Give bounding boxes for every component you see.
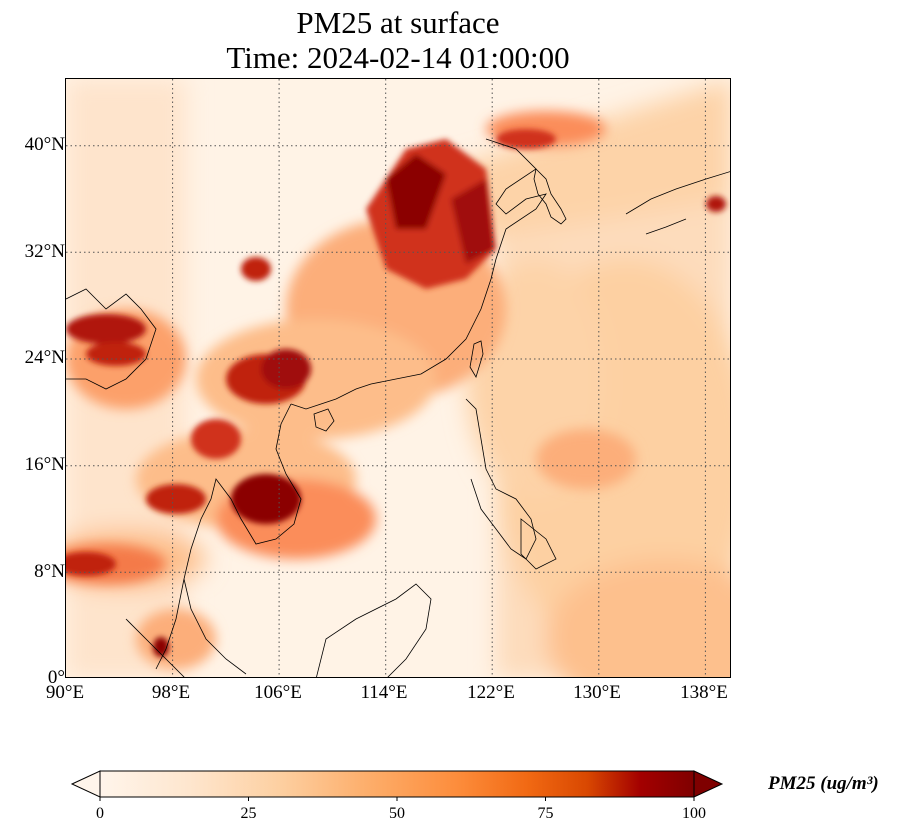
- colorbar-tick-75: 75: [537, 805, 554, 822]
- map-title-line1: PM25 at surface: [296, 5, 500, 40]
- colorbar-gradient: [99, 770, 695, 798]
- colorbar-ticks: [99, 797, 695, 801]
- colorbar-high-extend: [693, 770, 724, 798]
- colorbar-tick-50: 50: [389, 805, 405, 822]
- lat-tick-24n: 24°N: [24, 347, 65, 368]
- lon-tick-98e: 98°E: [151, 682, 191, 703]
- map-title-line2: Time: 2024-02-14 01:00:00: [226, 40, 570, 75]
- lat-tick-32n: 32°N: [24, 241, 65, 262]
- pm25-map: [66, 79, 730, 677]
- colorbar-title: PM25 (ug/m³): [768, 773, 879, 794]
- map-panel: [65, 78, 731, 678]
- lat-tick-8n: 8°N: [34, 561, 65, 582]
- colorbar-tick-100: 100: [682, 805, 706, 822]
- colorbar-tick-0: 0: [96, 805, 104, 822]
- lat-tick-40n: 40°N: [24, 134, 65, 155]
- lon-tick-138e: 138°E: [680, 682, 728, 703]
- lon-tick-114e: 114°E: [360, 682, 408, 703]
- lon-tick-122e: 122°E: [467, 682, 515, 703]
- coastlines: [66, 138, 730, 677]
- lon-tick-106e: 106°E: [254, 682, 302, 703]
- colorbar-low-extend: [70, 770, 101, 798]
- lat-tick-0: 0°: [47, 667, 65, 688]
- colorbar: [70, 770, 724, 801]
- hotspot-layer: [66, 129, 726, 657]
- lon-tick-130e: 130°E: [573, 682, 621, 703]
- colorbar-tick-25: 25: [240, 805, 257, 822]
- gridlines: [66, 79, 730, 677]
- lat-tick-16n: 16°N: [24, 454, 65, 475]
- lon-tick-90e: 90°E: [45, 682, 85, 703]
